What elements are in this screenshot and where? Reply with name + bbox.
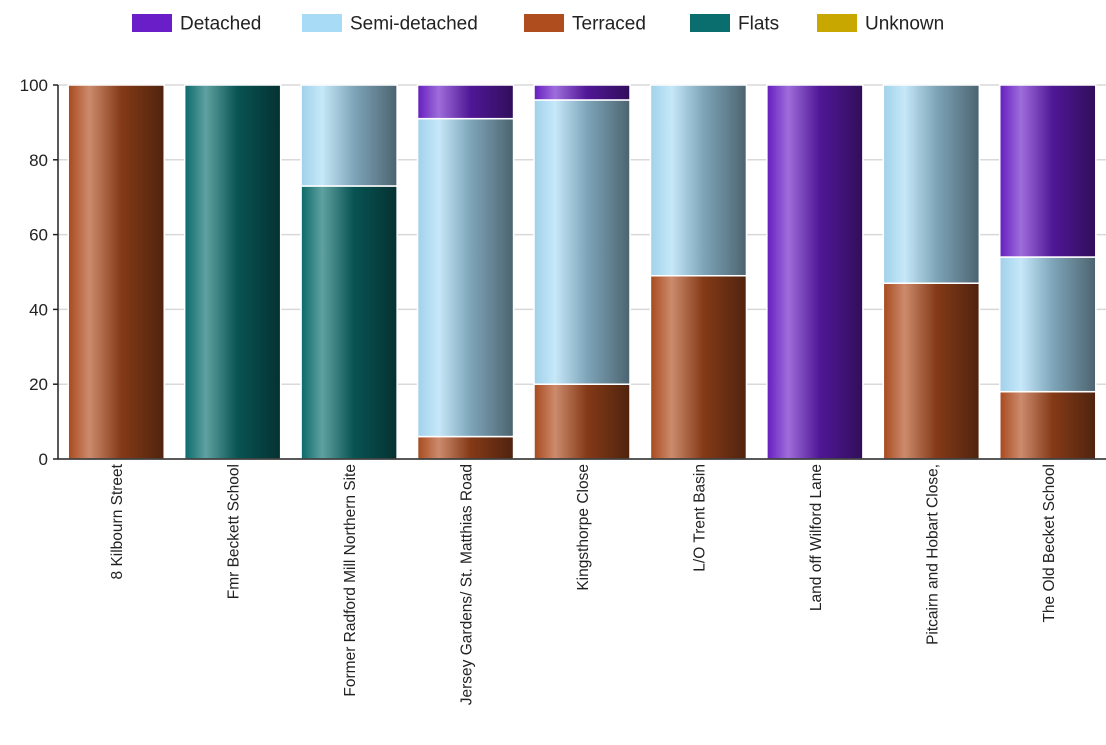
bar-segment-terraced[interactable] [533, 383, 631, 460]
legend-item-unknown[interactable]: Unknown [817, 14, 944, 35]
x-tick-label: Fmr Beckett School [226, 464, 243, 599]
legend-label: Detached [180, 14, 261, 35]
y-tick-label: 40 [29, 300, 48, 319]
legend-item-detached[interactable]: Detached [132, 14, 261, 35]
x-tick-label: Jersey Gardens/ St. Matthias Road [459, 464, 476, 705]
y-tick-label: 100 [20, 76, 48, 95]
axes [53, 84, 1106, 460]
bar-segment-semi-detached[interactable] [416, 117, 515, 438]
bar-segment-flats[interactable] [300, 185, 398, 460]
y-tick-label: 20 [29, 375, 48, 394]
y-tick-label: 80 [29, 151, 48, 170]
x-tick-label: Pitcairn and Hobart Close, [924, 464, 941, 645]
bar-segment-terraced[interactable] [67, 84, 165, 460]
bars [67, 84, 1097, 460]
bar-group-pitcairn-and-hobart-close [882, 84, 981, 460]
bar-group-l-o-trent-basin [649, 84, 748, 460]
x-tick-label: The Old Becket School [1041, 464, 1058, 623]
legend-label: Unknown [865, 14, 944, 35]
bar-group-8-kilbourn-street [67, 84, 165, 460]
legend-item-semi-detached[interactable]: Semi-detached [302, 14, 478, 35]
bar-group-land-off-wilford-lane [766, 84, 864, 460]
x-tick-label: L/O Trent Basin [691, 464, 708, 572]
bar-segment-detached[interactable] [416, 84, 515, 120]
legend-swatch [302, 14, 342, 32]
bar-group-jersey-gardens-st-matthias-road [416, 84, 515, 460]
x-tick-label: Former Radford Mill Northern Site [342, 464, 359, 697]
legend-swatch [817, 14, 857, 32]
bar-segment-detached[interactable] [766, 84, 864, 460]
legend: Detached Semi-detached Terraced Flats Unknow… [132, 14, 944, 35]
legend-item-terraced[interactable]: Terraced [524, 14, 646, 35]
bar-segment-terraced[interactable] [882, 282, 981, 460]
x-tick-label: Kingsthorpe Close [575, 464, 592, 591]
legend-label: Semi-detached [350, 14, 478, 35]
bar-segment-semi-detached[interactable] [533, 99, 631, 385]
legend-swatch [524, 14, 564, 32]
y-tick-label: 60 [29, 226, 48, 245]
legend-label: Terraced [572, 14, 646, 35]
x-tick-label: Land off Wilford Lane [808, 464, 825, 611]
bar-segment-detached[interactable] [533, 84, 631, 101]
bar-group-kingsthorpe-close [533, 84, 631, 460]
bar-segment-flats[interactable] [183, 84, 282, 460]
legend-item-flats[interactable]: Flats [690, 14, 779, 35]
bar-group-former-radford-mill-northern-site [300, 84, 398, 460]
legend-label: Flats [738, 14, 779, 35]
y-axis-tick-labels: 0 20 40 60 80 100 [20, 76, 48, 469]
x-axis-tick-labels: 8 Kilbourn Street Fmr Beckett School Forme… [109, 463, 1058, 705]
bar-segment-terraced[interactable] [649, 274, 748, 460]
legend-swatch [132, 14, 172, 32]
bar-segment-terraced[interactable] [416, 435, 515, 460]
bar-segment-semi-detached[interactable] [882, 84, 981, 284]
bar-group-the-old-becket-school [999, 84, 1097, 460]
bar-group-fmr-beckett-school [183, 84, 282, 460]
bar-segment-terraced[interactable] [999, 390, 1097, 460]
bar-segment-semi-detached[interactable] [300, 84, 398, 187]
y-tick-label: 0 [39, 450, 48, 469]
bar-segment-semi-detached[interactable] [999, 256, 1097, 393]
x-tick-label: 8 Kilbourn Street [109, 463, 126, 579]
bar-segment-semi-detached[interactable] [649, 84, 748, 277]
bar-segment-detached[interactable] [999, 84, 1097, 258]
legend-swatch [690, 14, 730, 32]
